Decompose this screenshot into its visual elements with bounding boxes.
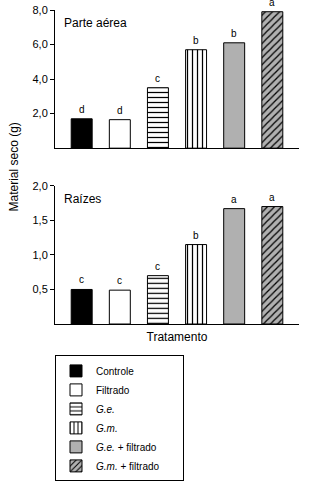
svg-text:0,5: 0,5 <box>33 283 48 295</box>
svg-text:Parte aérea: Parte aérea <box>64 16 127 30</box>
svg-text:b: b <box>193 230 199 241</box>
svg-text:G.m. + filtrado: G.m. + filtrado <box>96 461 160 472</box>
svg-text:Raízes: Raízes <box>64 192 101 206</box>
svg-text:c: c <box>117 275 122 286</box>
svg-text:Filtrado: Filtrado <box>96 385 130 396</box>
svg-text:Tratamento: Tratamento <box>147 330 208 344</box>
svg-text:2,0: 2,0 <box>33 180 48 192</box>
svg-text:G.e.: G.e. <box>96 404 115 415</box>
svg-text:b: b <box>193 35 199 46</box>
svg-text:a: a <box>269 0 275 8</box>
svg-text:Material seco (g): Material seco (g) <box>7 122 21 211</box>
svg-text:a: a <box>269 192 275 203</box>
svg-text:d: d <box>79 104 85 115</box>
svg-text:d: d <box>117 105 123 116</box>
svg-text:G.m.: G.m. <box>96 423 118 434</box>
svg-text:a: a <box>231 194 237 205</box>
svg-text:2,0: 2,0 <box>33 107 48 119</box>
svg-text:4,0: 4,0 <box>33 73 48 85</box>
svg-text:c: c <box>79 274 84 285</box>
svg-text:1,5: 1,5 <box>33 214 48 226</box>
svg-text:c: c <box>155 73 160 84</box>
svg-text:1,0: 1,0 <box>33 249 48 261</box>
svg-text:b: b <box>231 28 237 39</box>
svg-text:G.e. + filtrado: G.e. + filtrado <box>96 442 157 453</box>
svg-text:6,0: 6,0 <box>33 38 48 50</box>
svg-text:8,0: 8,0 <box>33 4 48 16</box>
svg-text:Controle: Controle <box>96 366 134 377</box>
svg-text:c: c <box>155 261 160 272</box>
